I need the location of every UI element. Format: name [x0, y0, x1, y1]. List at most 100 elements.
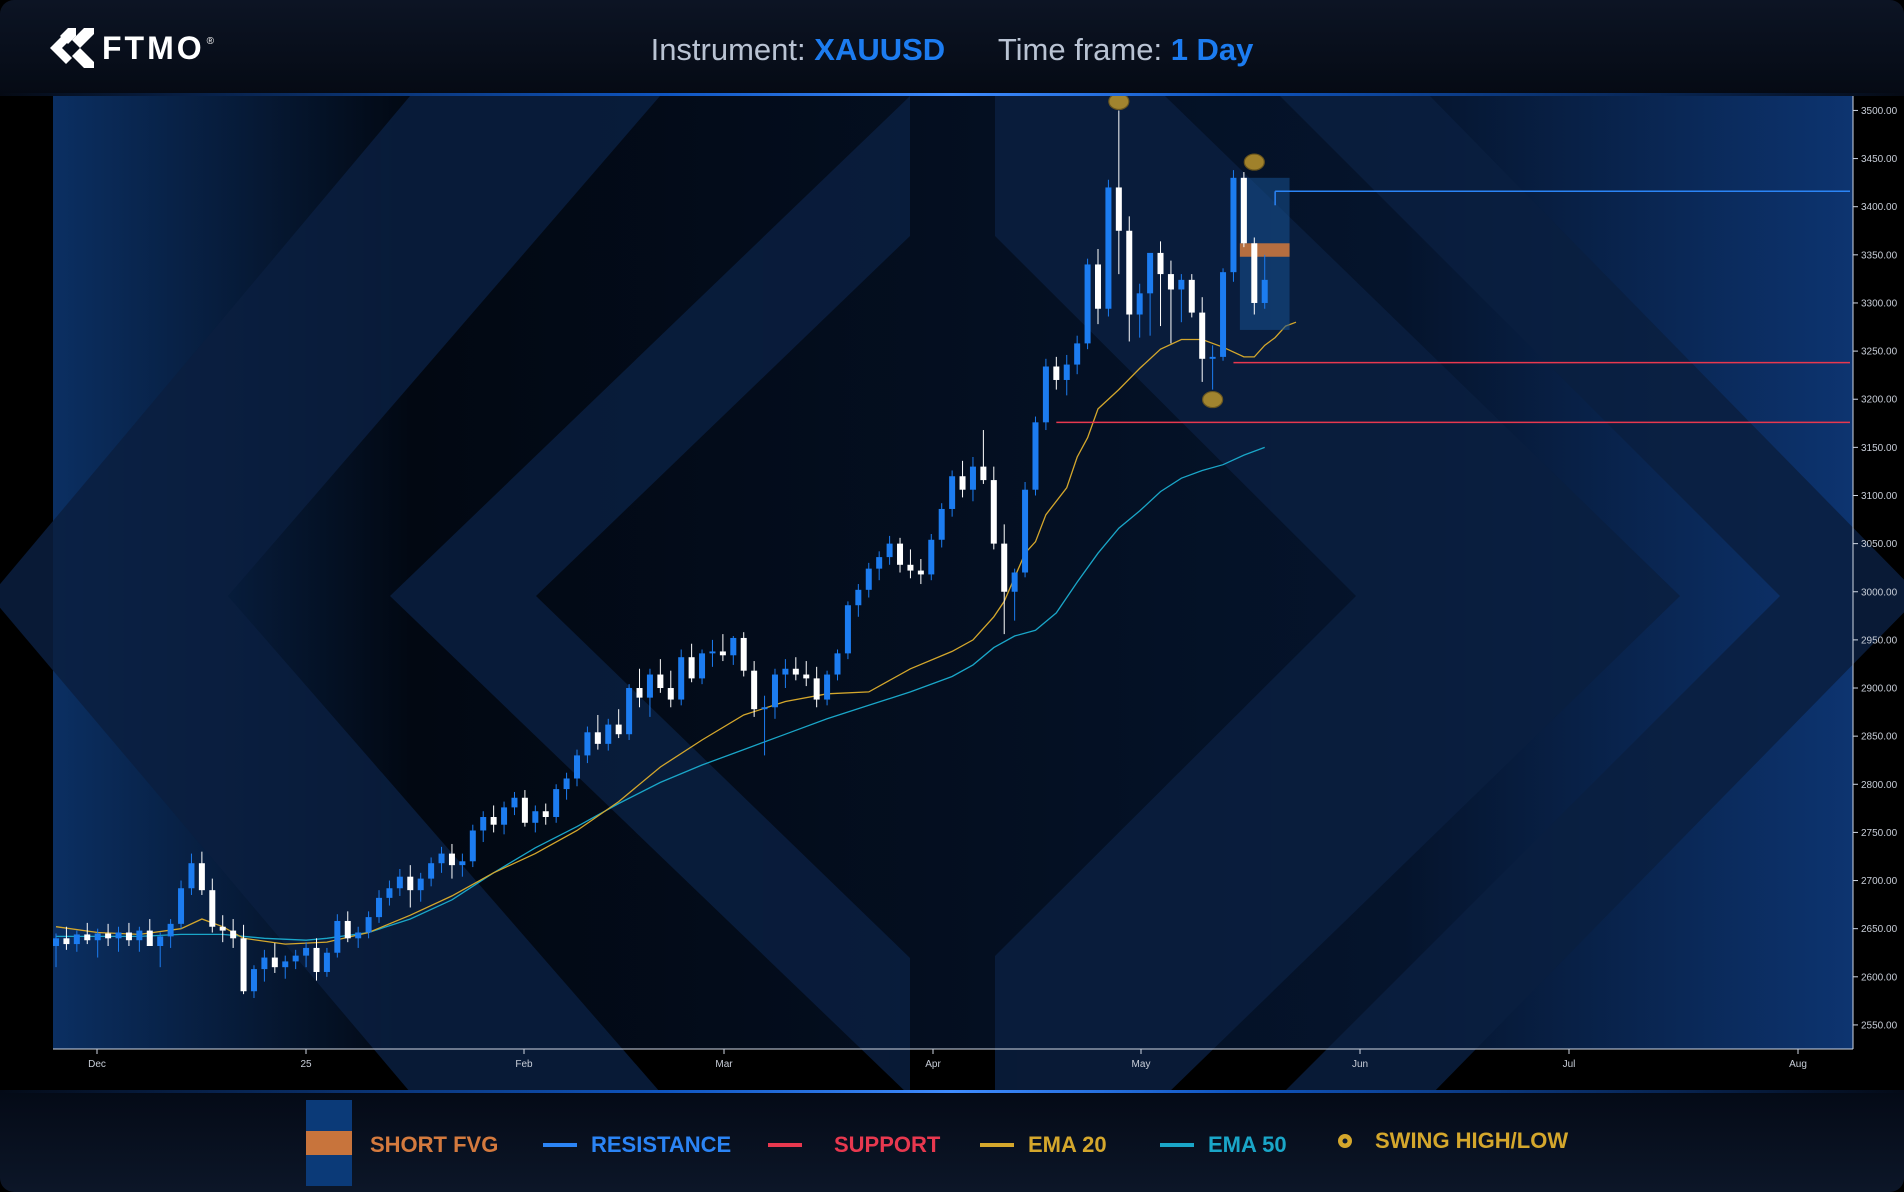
candle-body — [323, 952, 330, 972]
candle-body — [386, 888, 393, 898]
candle — [1136, 283, 1143, 338]
y-tick-label: 3250.00 — [1861, 347, 1898, 358]
legend-item-ema50: EMA 50 — [1160, 1132, 1287, 1158]
candle — [563, 772, 570, 800]
candle-body — [803, 674, 810, 679]
candle — [719, 634, 726, 662]
chart-title: Instrument: XAUUSD Time frame: 1 Day — [0, 32, 1904, 68]
candle-body — [865, 568, 872, 590]
candle — [907, 549, 914, 579]
candle-body — [938, 508, 945, 540]
candle-body — [834, 653, 841, 675]
candle — [53, 933, 59, 968]
candle — [1011, 568, 1018, 621]
candle — [751, 661, 758, 717]
candle — [1157, 241, 1164, 327]
candle-body — [646, 674, 653, 698]
candle-body — [1115, 187, 1122, 231]
candle — [688, 643, 695, 683]
candle — [1188, 274, 1195, 318]
candle — [615, 709, 622, 739]
candle — [709, 639, 716, 667]
y-tick-label: 3450.00 — [1861, 154, 1898, 165]
candle — [303, 942, 310, 968]
x-tick-label: Aug — [1789, 1059, 1807, 1070]
candle-body — [469, 830, 476, 862]
candle — [407, 865, 414, 908]
candle-body — [521, 797, 528, 823]
candle-body — [292, 955, 299, 962]
candle-body — [501, 807, 508, 825]
candle — [84, 922, 91, 945]
candle-body — [959, 476, 966, 490]
legend-item-resistance: RESISTANCE — [543, 1132, 731, 1158]
candle — [501, 801, 508, 835]
candle-body — [282, 961, 289, 968]
candle-body — [751, 670, 758, 710]
candle — [1042, 358, 1049, 431]
candle-body — [240, 938, 247, 992]
candle — [94, 928, 101, 958]
candle — [782, 659, 789, 689]
candle-body — [417, 878, 424, 891]
candle — [261, 949, 268, 982]
candle-body — [657, 674, 664, 689]
candle — [438, 846, 445, 873]
legend-ema50-label: EMA 50 — [1208, 1132, 1287, 1157]
candle-body — [719, 651, 726, 656]
candle-body — [136, 930, 143, 941]
x-tick-label: Feb — [515, 1059, 533, 1070]
candle-body — [1042, 366, 1049, 423]
candle — [292, 949, 299, 970]
y-tick-label: 2850.00 — [1861, 732, 1898, 743]
candle — [230, 919, 237, 948]
candle — [740, 632, 747, 677]
candle-body — [928, 539, 935, 575]
candle-body — [844, 605, 851, 654]
candle-body — [313, 947, 320, 972]
candle — [448, 843, 455, 879]
candle-body — [532, 811, 539, 823]
y-tick-label: 3500.00 — [1861, 106, 1898, 117]
candle — [219, 915, 226, 943]
level-lines — [1056, 177, 1850, 424]
candle-body — [490, 817, 497, 825]
candle-body — [230, 930, 237, 939]
timeframe-value: 1 Day — [1170, 32, 1254, 67]
candle — [730, 636, 737, 665]
candle — [1105, 179, 1112, 317]
candle — [1178, 274, 1185, 323]
candle-body — [1022, 489, 1029, 573]
candle-body — [1032, 422, 1039, 490]
ftmo-logo-icon — [50, 28, 94, 68]
candle — [240, 924, 247, 995]
y-tick-label: 2550.00 — [1861, 1020, 1898, 1031]
candle-body — [63, 938, 70, 945]
candle-body — [1001, 543, 1008, 592]
axes: 3500.00 3450.00 3400.00 3350.00 3300.00 3250.… — [53, 96, 1898, 1070]
candle — [250, 965, 257, 998]
y-tick-label: 3400.00 — [1861, 202, 1898, 213]
candle — [198, 851, 205, 895]
y-tick-label: 2950.00 — [1861, 635, 1898, 646]
candle — [417, 872, 424, 902]
candle-body — [990, 480, 997, 544]
candle-body — [1199, 312, 1206, 359]
candle-body — [584, 732, 591, 756]
swing-points — [1108, 92, 1265, 409]
candle — [667, 670, 674, 708]
header-bar: FTMO ® Instrument: XAUUSD Time frame: 1 … — [0, 0, 1904, 96]
candle — [949, 470, 956, 517]
candle-body — [969, 466, 976, 490]
candle-body — [1126, 230, 1133, 315]
candle — [334, 914, 341, 958]
candle-body — [407, 876, 414, 891]
candle — [824, 670, 831, 706]
candle-body — [448, 853, 455, 866]
candle-body — [1209, 356, 1216, 359]
candle — [990, 466, 997, 550]
candle-body — [1095, 264, 1101, 309]
candle-body — [876, 557, 883, 569]
candle — [646, 668, 653, 717]
ftmo-logo: FTMO ® — [50, 28, 214, 68]
